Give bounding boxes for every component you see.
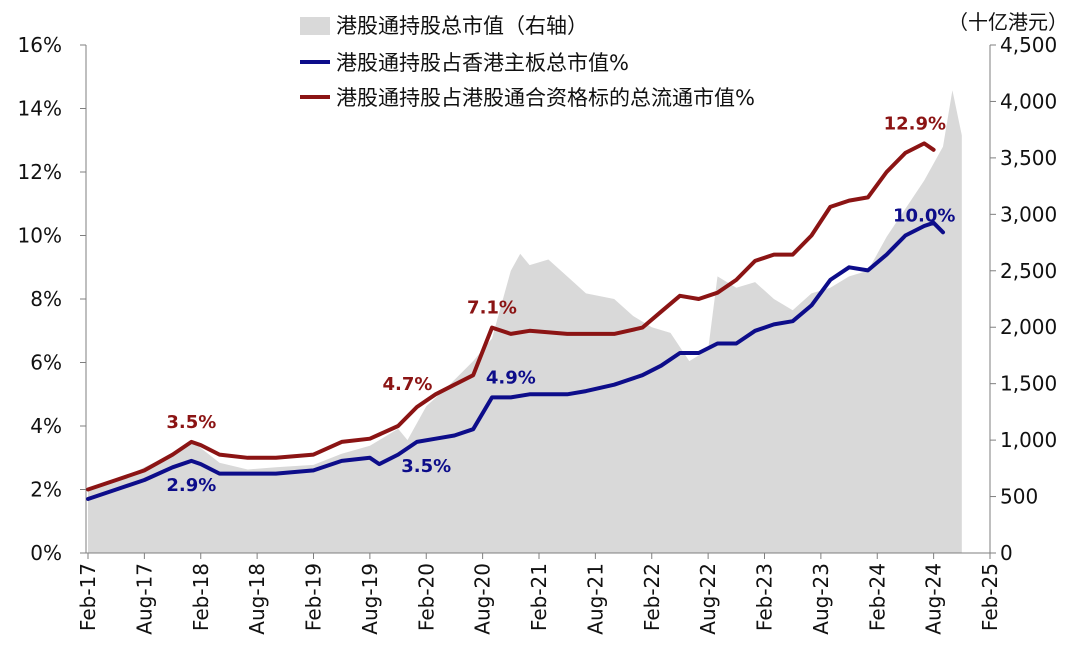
lines-layer	[86, 141, 945, 501]
left-tick-label: 4%	[30, 414, 62, 438]
left-tick-label: 8%	[30, 287, 62, 311]
annotation-red: 7.1%	[467, 298, 517, 319]
left-tick-label: 0%	[30, 541, 62, 565]
left-tick-label: 2%	[30, 478, 62, 502]
x-tick-label: Aug-18	[245, 563, 269, 635]
area-series	[88, 90, 962, 553]
annotation-red: 12.9%	[884, 113, 946, 134]
left-tick-label: 16%	[18, 33, 62, 57]
right-tick-label: 3,500	[1000, 146, 1057, 170]
x-tick-label: Feb-20	[414, 563, 438, 631]
x-tick-label: Aug-23	[809, 563, 833, 635]
annotation-blue: 3.5%	[401, 456, 451, 477]
left-tick-label: 6%	[30, 351, 62, 375]
x-tick-label: Feb-18	[189, 563, 213, 631]
annotation-red: 4.7%	[382, 374, 432, 395]
annotation-blue: 4.9%	[486, 367, 536, 388]
x-tick-label: Aug-19	[358, 563, 382, 635]
x-tick-label: Feb-24	[865, 563, 889, 631]
legend-label-area: 港股通持股总市值（右轴）	[336, 14, 588, 38]
right-tick-label: 0	[1000, 541, 1013, 565]
left-tick-label: 12%	[18, 160, 62, 184]
area-layer	[88, 90, 962, 553]
x-tick-label: Aug-24	[922, 563, 946, 635]
right-tick-label: 4,500	[1000, 33, 1057, 57]
axes-layer: 0% 2% 4% 6% 8% 10% 12% 14% 16% 0 500 1,000 1,500 2,00…	[18, 33, 1058, 635]
annotation-red: 3.5%	[166, 412, 216, 433]
left-tick-label: 10%	[18, 224, 62, 248]
right-tick-label: 3,000	[1000, 202, 1057, 226]
legend-label-red: 港股通持股占港股通合资格标的总流通市值%	[336, 86, 755, 110]
right-tick-label: 1,000	[1000, 428, 1057, 452]
x-tick-label: Aug-20	[471, 563, 495, 635]
right-tick-label: 1,500	[1000, 372, 1057, 396]
x-tick-label: Aug-17	[132, 563, 156, 635]
annotations-layer: 3.5% 2.9% 4.7% 3.5% 7.1% 4.9% 12.9% 10.0%	[166, 113, 955, 496]
left-tick-label: 14%	[18, 97, 62, 121]
x-tick-label: Aug-22	[696, 563, 720, 635]
annotation-blue: 2.9%	[166, 475, 216, 496]
x-tick-label: Feb-25	[978, 563, 1002, 631]
right-tick-label: 4,000	[1000, 89, 1057, 113]
x-tick-label: Feb-23	[753, 563, 777, 631]
right-tick-label: 2,000	[1000, 315, 1057, 339]
legend: 港股通持股总市值（右轴） 港股通持股占香港主板总市值% 港股通持股占港股通合资格…	[300, 14, 755, 110]
x-tick-label: Aug-21	[583, 563, 607, 635]
x-tick-label: Feb-19	[302, 563, 326, 631]
x-tick-label: Feb-21	[527, 563, 551, 631]
right-tick-label: 500	[1000, 485, 1038, 509]
right-axis-unit: （十亿港元）	[948, 10, 1068, 34]
legend-label-blue: 港股通持股占香港主板总市值%	[336, 51, 629, 75]
annotation-blue: 10.0%	[893, 206, 955, 227]
right-tick-label: 2,500	[1000, 259, 1057, 283]
x-tick-label: Feb-22	[640, 563, 664, 631]
x-tick-label: Feb-17	[76, 563, 100, 631]
red-series-line	[86, 141, 936, 492]
legend-swatch-area	[300, 17, 330, 35]
blue-series-line	[86, 220, 945, 501]
